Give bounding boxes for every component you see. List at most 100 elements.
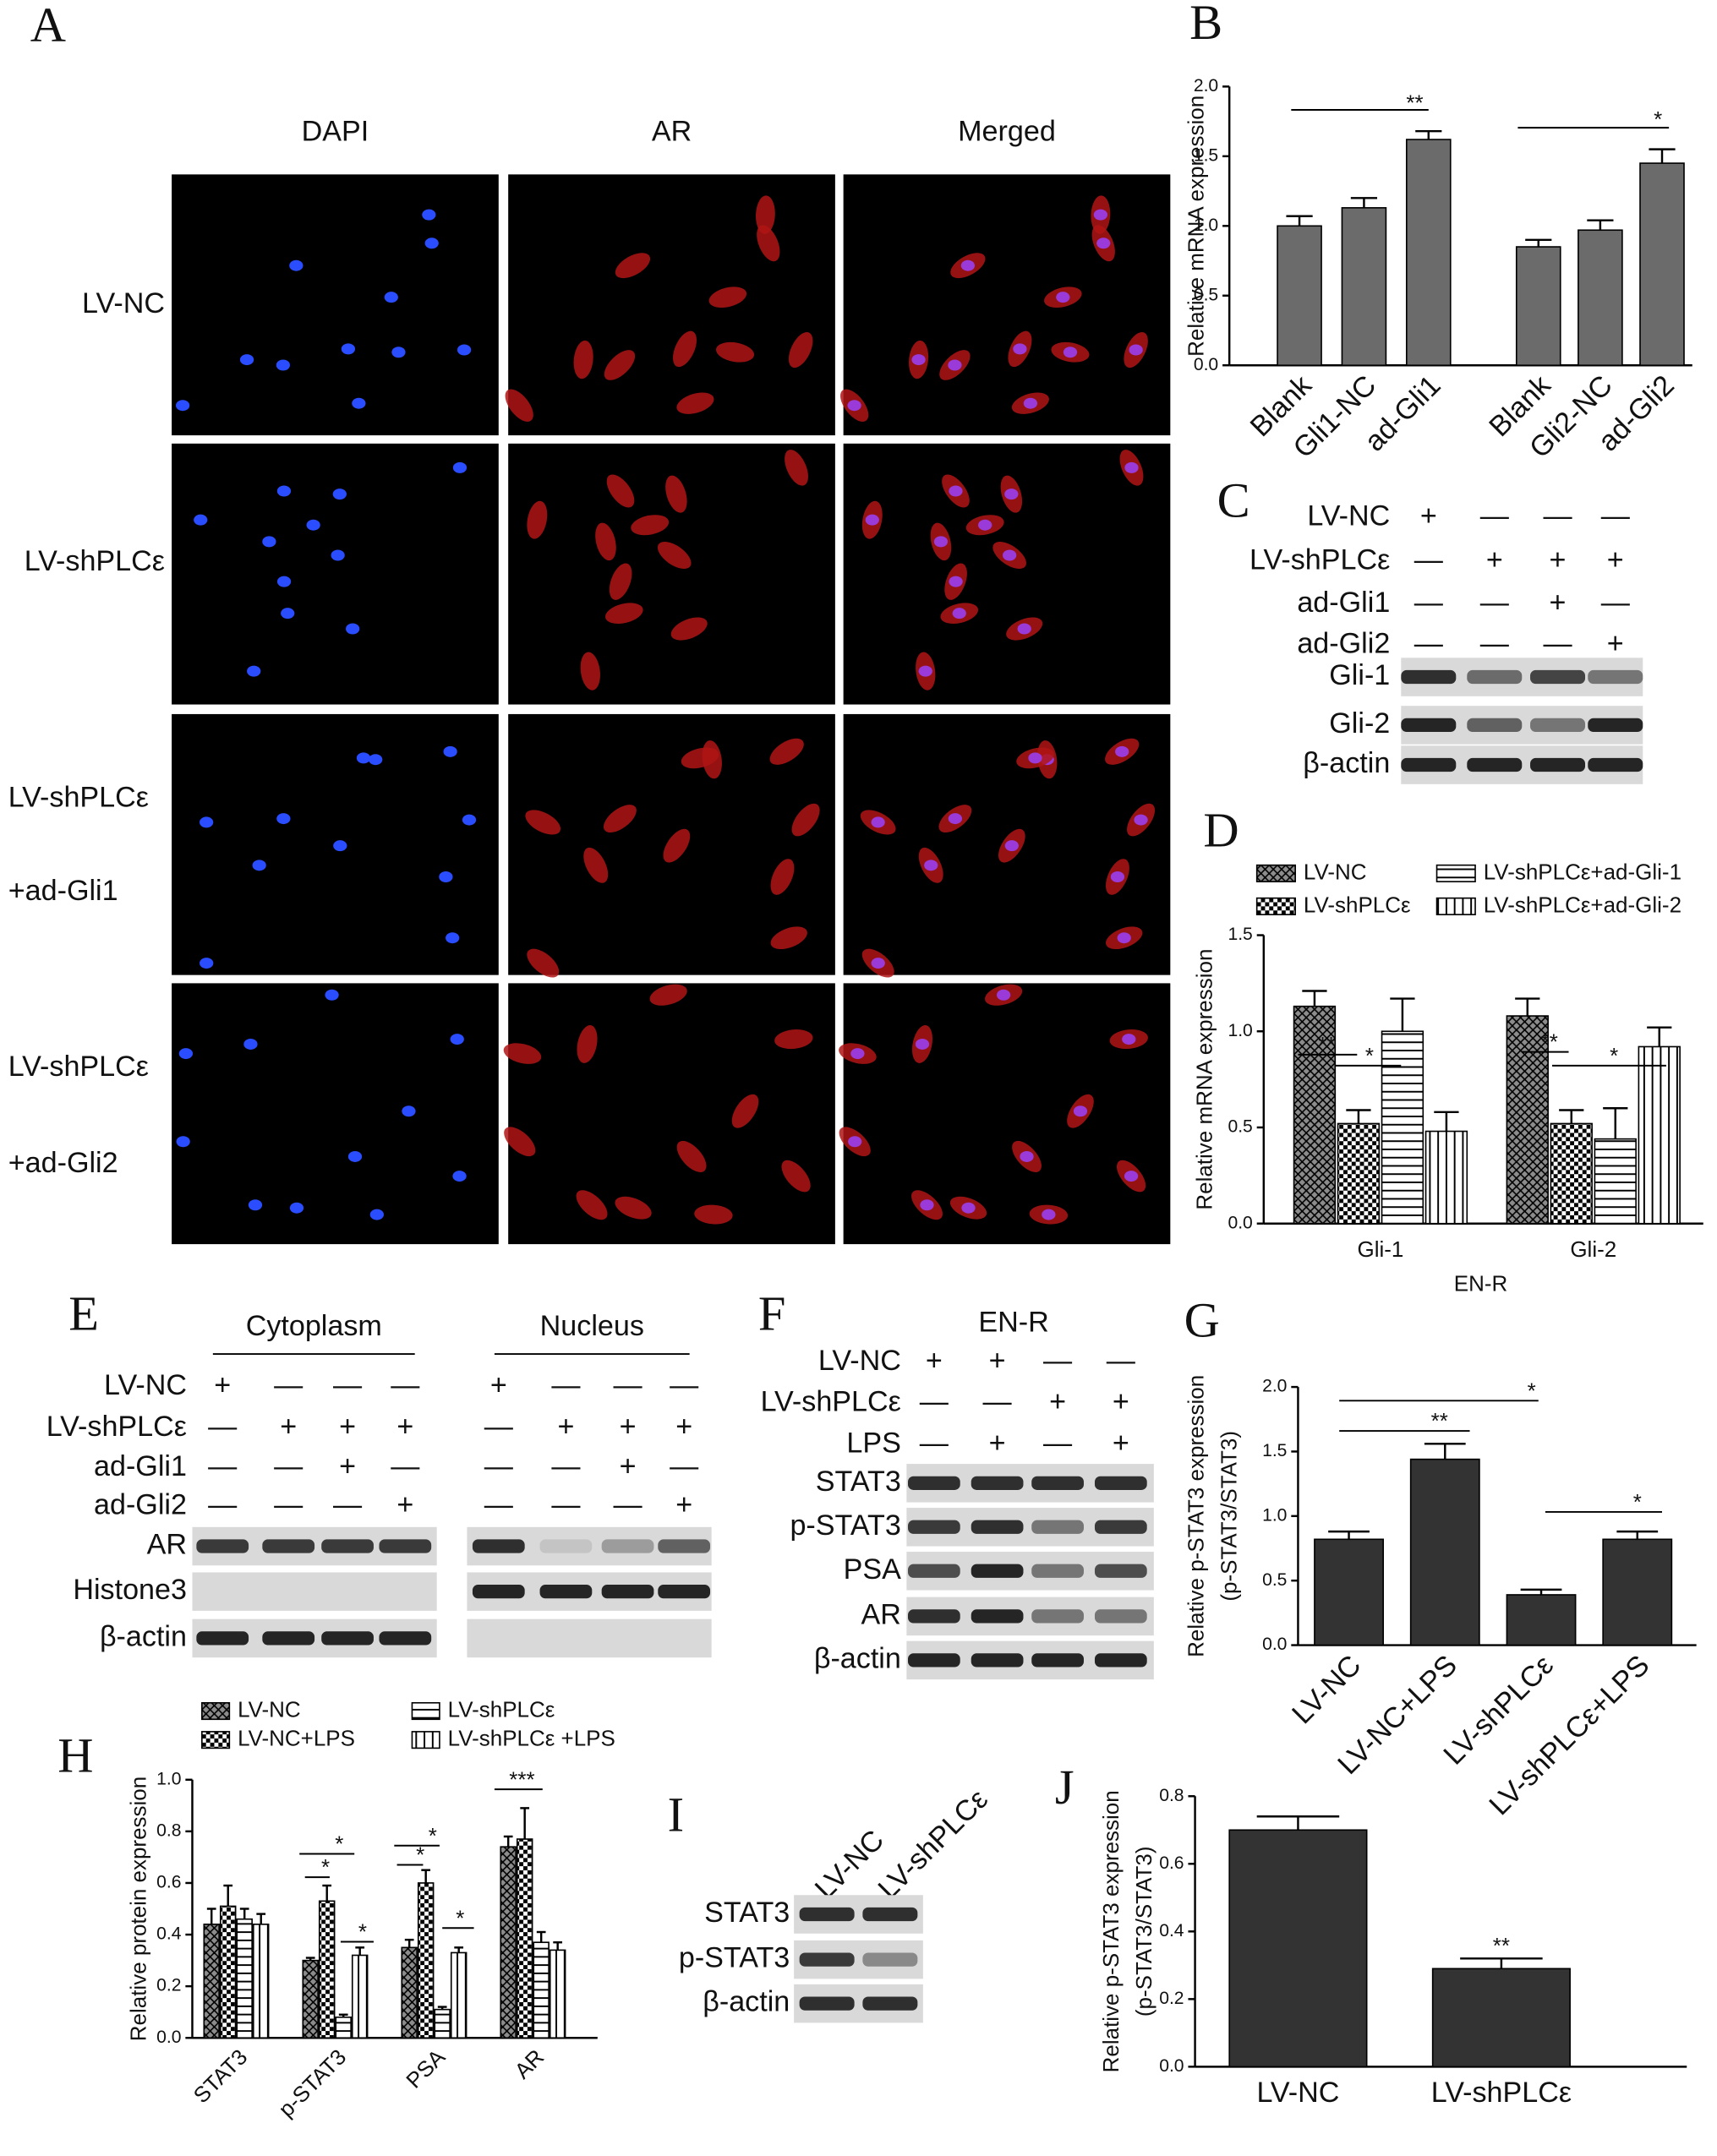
condition-sign: —	[1043, 1345, 1073, 1377]
blot-band	[658, 1539, 711, 1553]
condition-sign: —	[208, 1488, 238, 1520]
blot-band	[907, 1653, 960, 1667]
condition-label: LV-shPLCε	[761, 1386, 901, 1418]
bar	[1381, 1030, 1424, 1225]
condition-sign: —	[920, 1386, 949, 1418]
y-tick-label: 0.0	[1159, 2056, 1184, 2076]
blot-band	[1401, 718, 1457, 733]
legend-label: LV-shPLCε	[1304, 892, 1411, 917]
legend-label: LV-NC	[238, 1696, 301, 1722]
panel-label: H	[57, 1728, 93, 1782]
nucleus	[331, 549, 345, 561]
nucleus	[194, 514, 208, 526]
nucleus	[252, 860, 266, 871]
cell-body	[770, 859, 795, 895]
condition-sign: —	[484, 1411, 514, 1443]
blot-band	[1467, 718, 1523, 733]
bar	[401, 1946, 418, 2039]
row-label: LV-shPLCε	[8, 782, 149, 814]
nucleus	[1093, 209, 1107, 221]
nucleus	[920, 1199, 934, 1211]
y-tick-label: 0.0	[1194, 355, 1218, 374]
nucleus	[1056, 292, 1070, 303]
y-tick-label: 2.0	[1194, 76, 1218, 96]
nucleus	[333, 840, 347, 852]
band-label: AR	[147, 1529, 187, 1561]
condition-sign: +	[1420, 500, 1437, 532]
condition-sign: +	[1550, 544, 1567, 576]
condition-sign: —	[920, 1427, 949, 1459]
band-label: β-actin	[814, 1642, 901, 1674]
blot-band	[971, 1564, 1024, 1578]
blot-band	[862, 1996, 918, 2011]
condition-sign: +	[396, 1488, 413, 1520]
nucleus	[1003, 549, 1017, 561]
micrograph	[508, 174, 835, 436]
y-tick-label: 1.0	[1194, 216, 1218, 235]
band-label: STAT3	[704, 1897, 790, 1929]
nucleus	[848, 1136, 862, 1148]
condition-label: LV-NC	[1307, 500, 1390, 532]
nucleus	[1073, 1105, 1088, 1117]
nucleus	[1063, 347, 1078, 358]
blot-band	[196, 1539, 249, 1553]
cell-body	[606, 474, 635, 508]
micrograph	[172, 174, 499, 436]
bar	[1506, 1015, 1549, 1225]
nucleus	[1042, 1209, 1056, 1220]
nucleus	[960, 259, 976, 271]
blot-band	[321, 1539, 374, 1553]
blot-band	[1588, 669, 1643, 685]
condition-sign: —	[1480, 587, 1510, 619]
blot-band	[601, 1539, 654, 1553]
condition-sign: —	[1414, 628, 1444, 660]
legend-label: LV-shPLCε+ad-Gli-1	[1484, 859, 1681, 884]
condition-label: LV-NC	[818, 1345, 901, 1377]
nucleus	[424, 237, 439, 249]
bar	[203, 1924, 220, 2039]
panel-label: A	[30, 0, 66, 52]
bar	[1277, 225, 1322, 367]
legend-swatch	[201, 1701, 231, 1721]
blot-band	[971, 1520, 1024, 1534]
bar	[549, 1949, 566, 2039]
significance-mark: **	[1431, 1408, 1448, 1433]
y-tick-label: 0.2	[156, 1976, 181, 1995]
bar	[417, 1882, 435, 2039]
blot-band	[262, 1539, 315, 1553]
cell-body	[604, 805, 637, 833]
condition-label: LV-shPLCε	[1249, 544, 1390, 576]
condition-sign: —	[333, 1488, 363, 1520]
blot-band	[539, 1539, 593, 1553]
nucleus	[918, 665, 932, 677]
cell-body	[731, 1094, 759, 1128]
condition-sign: —	[1480, 628, 1510, 660]
y-axis-label: (p-STAT3/STAT3)	[1131, 1846, 1157, 2017]
condition-sign: —	[208, 1411, 238, 1443]
y-tick-label: 2.0	[1262, 1377, 1287, 1396]
cell-body	[657, 542, 692, 569]
blot-band	[1588, 718, 1643, 733]
condition-label: LV-NC	[104, 1369, 187, 1401]
nucleus	[457, 344, 472, 356]
blot-band	[1094, 1653, 1147, 1667]
legend-label: LV-shPLCε+ad-Gli-2	[1484, 892, 1681, 917]
cell-body	[770, 926, 807, 950]
panel-label: E	[68, 1285, 99, 1340]
band-label: Gli-1	[1329, 659, 1390, 691]
bar	[1293, 1005, 1337, 1225]
column-label: AR	[652, 116, 692, 148]
legend-swatch	[1435, 864, 1476, 882]
significance-mark: **	[1318, 1032, 1335, 1057]
cell-body	[681, 747, 719, 769]
condition-sign: +	[1113, 1386, 1129, 1418]
bar	[533, 1941, 550, 2039]
micrograph	[172, 983, 499, 1245]
micrograph	[843, 983, 1171, 1245]
column-label: DAPI	[302, 116, 369, 148]
condition-sign: +	[1113, 1427, 1129, 1459]
condition-sign: —	[1414, 587, 1444, 619]
bar	[351, 1954, 369, 2039]
row-label: +ad-Gli2	[8, 1147, 118, 1179]
significance-mark: *	[358, 1919, 367, 1945]
